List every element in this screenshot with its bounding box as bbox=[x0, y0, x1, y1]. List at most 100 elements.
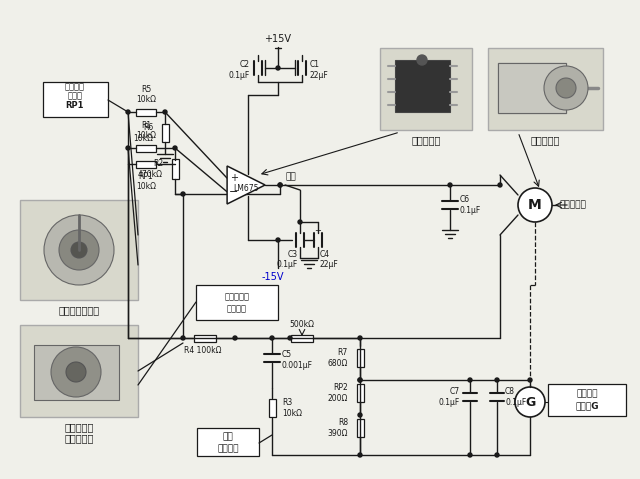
Text: C8
0.1μF: C8 0.1μF bbox=[505, 388, 526, 407]
Circle shape bbox=[468, 453, 472, 457]
Bar bbox=[488, 48, 603, 130]
Text: R6
10kΩ: R6 10kΩ bbox=[133, 123, 153, 143]
Circle shape bbox=[270, 336, 274, 340]
Circle shape bbox=[358, 378, 362, 382]
Text: +15V: +15V bbox=[264, 34, 291, 44]
Circle shape bbox=[298, 220, 302, 224]
Bar bbox=[136, 160, 156, 168]
Text: C4
22μF: C4 22μF bbox=[320, 250, 339, 269]
Text: −: − bbox=[229, 187, 238, 197]
Circle shape bbox=[358, 413, 362, 417]
Text: R4 100kΩ: R4 100kΩ bbox=[184, 346, 221, 355]
Text: 速度: 速度 bbox=[223, 433, 234, 442]
Bar bbox=[172, 159, 179, 179]
Text: RP1: RP1 bbox=[66, 101, 84, 110]
Circle shape bbox=[528, 378, 532, 382]
Circle shape bbox=[556, 78, 576, 98]
Text: 伺服电动机: 伺服电动机 bbox=[531, 135, 560, 145]
Circle shape bbox=[495, 453, 499, 457]
Bar bbox=[498, 63, 566, 113]
Bar bbox=[395, 60, 450, 112]
Bar bbox=[498, 63, 566, 113]
Text: 伺服电动机: 伺服电动机 bbox=[559, 201, 586, 209]
Text: 调整电位器: 调整电位器 bbox=[64, 433, 93, 443]
Circle shape bbox=[468, 378, 472, 382]
Circle shape bbox=[66, 362, 86, 382]
Circle shape bbox=[515, 387, 545, 417]
Text: C3
0.1μF: C3 0.1μF bbox=[276, 250, 298, 269]
Circle shape bbox=[358, 453, 362, 457]
Circle shape bbox=[181, 192, 185, 196]
Text: 放大器增益: 放大器增益 bbox=[225, 293, 250, 301]
Text: +: + bbox=[315, 226, 321, 235]
Text: M: M bbox=[528, 198, 542, 212]
Circle shape bbox=[173, 146, 177, 150]
Circle shape bbox=[448, 183, 452, 187]
Polygon shape bbox=[227, 166, 265, 204]
Circle shape bbox=[163, 110, 167, 114]
Text: R1
10kΩ: R1 10kΩ bbox=[136, 121, 156, 140]
Text: 产生器G: 产生器G bbox=[575, 401, 599, 411]
Bar bbox=[291, 334, 313, 342]
Circle shape bbox=[358, 378, 362, 382]
Text: C7
0.1μF: C7 0.1μF bbox=[439, 388, 460, 407]
Bar bbox=[161, 124, 168, 142]
Text: 电位器: 电位器 bbox=[67, 91, 83, 101]
Text: -15V: -15V bbox=[262, 272, 284, 282]
Text: R5
10kΩ: R5 10kΩ bbox=[136, 85, 156, 104]
Text: 放大器增益: 放大器增益 bbox=[64, 422, 93, 432]
Text: R8
390Ω: R8 390Ω bbox=[328, 418, 348, 438]
Circle shape bbox=[358, 336, 362, 340]
Text: 运算放大器: 运算放大器 bbox=[412, 135, 441, 145]
Circle shape bbox=[498, 183, 502, 187]
Text: R7
680Ω: R7 680Ω bbox=[328, 348, 348, 368]
Circle shape bbox=[71, 242, 87, 258]
Bar bbox=[380, 48, 472, 130]
Bar bbox=[196, 285, 278, 320]
Text: +: + bbox=[230, 173, 237, 183]
Text: R2
470kΩ: R2 470kΩ bbox=[138, 160, 163, 179]
Text: 输出: 输出 bbox=[285, 172, 296, 181]
Bar bbox=[20, 200, 138, 300]
Circle shape bbox=[44, 215, 114, 285]
Bar bbox=[356, 349, 364, 367]
Text: 速度指令: 速度指令 bbox=[65, 82, 85, 91]
Bar bbox=[356, 384, 364, 402]
Circle shape bbox=[126, 146, 130, 150]
Text: R3
10kΩ: R3 10kΩ bbox=[282, 399, 302, 418]
Text: 500kΩ: 500kΩ bbox=[289, 320, 314, 329]
Circle shape bbox=[495, 378, 499, 382]
Bar bbox=[269, 399, 275, 417]
Text: C6
0.1μF: C6 0.1μF bbox=[460, 195, 481, 215]
Circle shape bbox=[126, 110, 130, 114]
Circle shape bbox=[278, 183, 282, 187]
Text: RP2
200Ω: RP2 200Ω bbox=[328, 383, 348, 403]
Circle shape bbox=[278, 183, 282, 187]
Text: C1
22μF: C1 22μF bbox=[310, 60, 329, 80]
Circle shape bbox=[544, 66, 588, 110]
Circle shape bbox=[233, 336, 237, 340]
Text: 测速信号: 测速信号 bbox=[576, 389, 598, 399]
Bar bbox=[197, 428, 259, 456]
Text: 反馈信号: 反馈信号 bbox=[217, 445, 239, 454]
Circle shape bbox=[276, 238, 280, 242]
Bar bbox=[548, 384, 626, 416]
Text: RP1
10kΩ: RP1 10kΩ bbox=[136, 172, 156, 192]
Text: 速度指令电位器: 速度指令电位器 bbox=[58, 305, 100, 315]
Bar bbox=[136, 145, 156, 151]
Bar bbox=[34, 345, 119, 400]
Circle shape bbox=[181, 336, 185, 340]
Bar bbox=[356, 419, 364, 437]
Text: 调整电路: 调整电路 bbox=[227, 305, 247, 313]
Bar bbox=[43, 82, 108, 117]
Text: C5
0.001μF: C5 0.001μF bbox=[282, 350, 313, 370]
Bar bbox=[20, 325, 138, 417]
Circle shape bbox=[417, 55, 427, 65]
Circle shape bbox=[276, 66, 280, 70]
Text: G: G bbox=[525, 396, 535, 409]
Bar bbox=[136, 109, 156, 115]
Bar bbox=[194, 334, 216, 342]
Text: C2
0.1μF: C2 0.1μF bbox=[228, 60, 250, 80]
Circle shape bbox=[288, 336, 292, 340]
Circle shape bbox=[51, 347, 101, 397]
